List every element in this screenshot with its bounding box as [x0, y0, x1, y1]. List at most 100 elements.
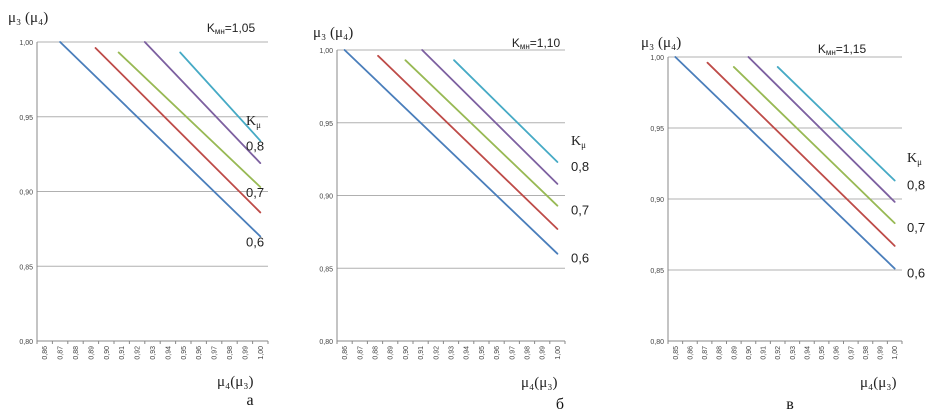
y-tick-label: 0,90	[319, 194, 333, 201]
y-tick-label: 0,90	[650, 197, 664, 204]
series-line	[94, 47, 262, 214]
x-tick-label: 0,89	[388, 346, 395, 360]
series-line	[143, 41, 262, 164]
x-tick-label: 0,91	[418, 346, 425, 360]
x-tick-label: 0,98	[863, 346, 870, 360]
x-tick-label: 0,92	[775, 346, 782, 360]
series-line	[117, 51, 262, 188]
y-tick-label: 0,95	[650, 126, 664, 133]
series-line	[776, 66, 896, 182]
x-tick-label: 0,97	[848, 346, 855, 360]
x-tick-label: 0,85	[673, 346, 680, 360]
y-tick-label: 0,80	[319, 339, 333, 346]
x-tick-label: 0,87	[357, 346, 364, 360]
x-tick-label: 0,94	[804, 346, 811, 360]
y-axis-title: μ₃ (μ₄)	[8, 10, 48, 26]
series-line	[674, 56, 896, 270]
x-tick-label: 1,00	[258, 346, 265, 360]
x-tick-label: 0,90	[403, 346, 410, 360]
x-tick-label: 0,97	[509, 346, 516, 360]
x-tick-label: 0,89	[88, 346, 95, 360]
y-tick-label: 0,85	[650, 268, 664, 275]
x-tick-label: 0,96	[494, 346, 501, 360]
series-line	[706, 61, 896, 247]
x-tick-label: 0,87	[58, 346, 65, 360]
x-tick-label: 0,88	[373, 346, 380, 360]
y-axis-title: μ₃ (μ₄)	[313, 25, 353, 41]
x-tick-label: 0,91	[119, 346, 126, 360]
series-label: 0,8	[246, 139, 264, 154]
series-line	[453, 59, 559, 163]
x-tick-label: 0,93	[449, 346, 456, 360]
y-tick-label: 0,85	[19, 264, 33, 271]
x-tick-label: 0,94	[165, 346, 172, 360]
y-tick-label: 0,95	[319, 121, 333, 128]
series-label: 0,7	[907, 220, 925, 235]
panel-label: в	[786, 396, 794, 413]
x-tick-label: 0,99	[540, 346, 547, 360]
series-line	[343, 49, 559, 255]
series-line	[732, 66, 896, 225]
series-line	[377, 54, 559, 230]
x-tick-label: 0,90	[746, 346, 753, 360]
x-tick-label: 1,00	[555, 346, 562, 360]
x-tick-label: 0,93	[150, 346, 157, 360]
x-tick-label: 0,96	[196, 346, 203, 360]
y-tick-label: 1,00	[19, 40, 33, 47]
x-tick-label: 0,92	[135, 346, 142, 360]
legend-title: Kμ	[907, 151, 922, 167]
x-tick-label: 0,87	[702, 346, 709, 360]
x-tick-label: 0,96	[834, 346, 841, 360]
x-tick-label: 0,92	[433, 346, 440, 360]
x-tick-label: 0,86	[42, 346, 49, 360]
x-tick-label: 0,89	[731, 346, 738, 360]
x-tick-label: 0,97	[212, 346, 219, 360]
series-line	[747, 56, 896, 203]
y-axis-title: μ₃ (μ₄)	[641, 35, 681, 51]
series-line	[404, 59, 559, 207]
x-tick-label: 0,95	[181, 346, 188, 360]
x-axis-title: μ₄(μ₃)	[860, 375, 897, 391]
y-tick-label: 0,80	[19, 339, 33, 346]
x-tick-label: 0,98	[525, 346, 532, 360]
x-tick-label: 0,95	[479, 346, 486, 360]
y-tick-label: 0,95	[19, 115, 33, 122]
x-tick-label: 0,86	[342, 346, 349, 360]
series-label: 0,7	[246, 185, 264, 200]
series-label: 0,6	[246, 234, 264, 249]
series-line	[179, 51, 262, 142]
x-tick-label: 0,95	[819, 346, 826, 360]
x-tick-label: 0,99	[878, 346, 885, 360]
x-tick-label: 0,86	[687, 346, 694, 360]
series-label: 0,7	[571, 203, 589, 218]
y-tick-label: 0,85	[319, 266, 333, 273]
x-axis-title: μ₄(μ₃)	[217, 374, 254, 390]
x-tick-label: 0,93	[790, 346, 797, 360]
y-tick-label: 1,00	[319, 48, 333, 55]
x-tick-label: 0,88	[73, 346, 80, 360]
x-axis-title: μ₄(μ₃)	[521, 375, 558, 391]
x-tick-label: 0,94	[464, 346, 471, 360]
legend-title: Kμ	[571, 134, 586, 150]
k-label: Kмн=1,10	[512, 36, 561, 51]
x-tick-label: 0,88	[717, 346, 724, 360]
x-tick-label: 0,91	[761, 346, 768, 360]
y-tick-label: 1,00	[650, 55, 664, 62]
x-tick-label: 0,98	[227, 346, 234, 360]
k-label: Kмн=1,05	[207, 21, 256, 36]
x-tick-label: 0,90	[104, 346, 111, 360]
panel-label: б	[556, 396, 564, 413]
series-label: 0,8	[571, 159, 589, 174]
x-tick-label: 1,00	[892, 346, 899, 360]
panel-label: а	[246, 392, 253, 409]
y-tick-label: 0,90	[19, 190, 33, 197]
series-label: 0,6	[907, 266, 925, 281]
series-label: 0,8	[907, 178, 925, 193]
y-tick-label: 0,80	[650, 339, 664, 346]
series-line	[59, 41, 262, 238]
k-label: Kмн=1,15	[818, 42, 867, 57]
series-line	[421, 49, 559, 185]
series-label: 0,6	[571, 251, 589, 266]
